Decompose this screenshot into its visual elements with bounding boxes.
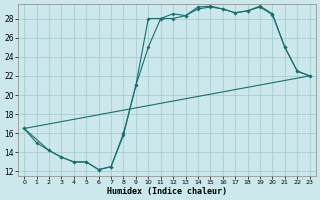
X-axis label: Humidex (Indice chaleur): Humidex (Indice chaleur) [107,187,227,196]
